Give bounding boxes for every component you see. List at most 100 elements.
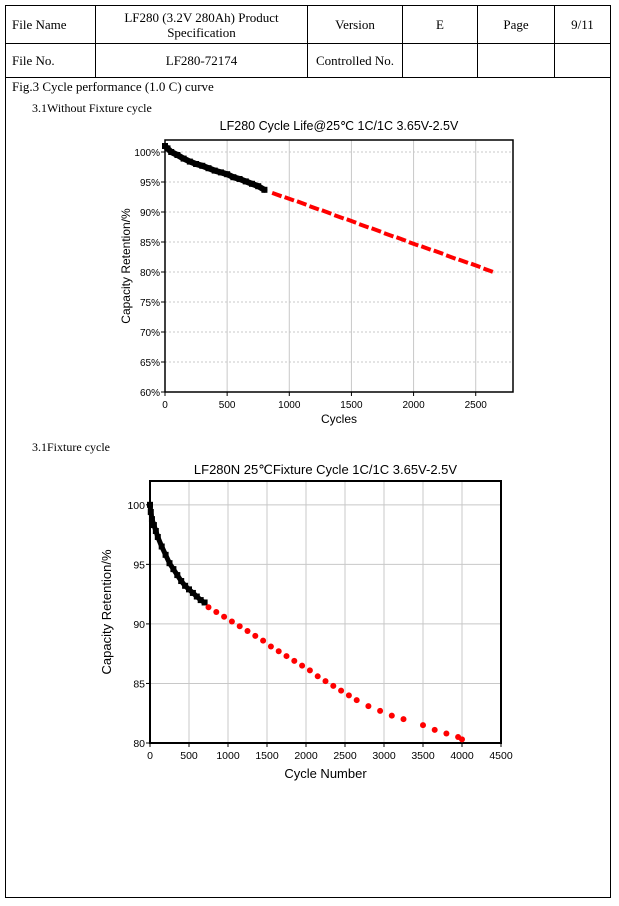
projected-data-point — [338, 687, 345, 694]
measured-data-point — [236, 176, 243, 182]
x-tick-label: 3500 — [411, 750, 435, 762]
x-tick-label: 1500 — [255, 750, 279, 762]
projected-data-point — [346, 217, 357, 225]
y-axis-label: Capacity Retention/% — [119, 208, 133, 324]
projected-data-point — [244, 628, 251, 635]
projected-data-point — [330, 682, 337, 689]
measured-data-point — [147, 501, 153, 508]
measured-data-point — [148, 516, 155, 523]
projected-data-point — [358, 222, 370, 230]
y-tick-label: 65% — [140, 358, 160, 369]
projected-data-point — [228, 618, 235, 625]
projected-data-point — [322, 678, 329, 685]
projected-data-point — [321, 208, 332, 216]
chart-title: LF280 Cycle Life@25℃ 1C/1C 3.65V-2.5V — [220, 119, 459, 133]
x-axis-label: Cycle Number — [284, 766, 367, 781]
y-tick-label: 90 — [133, 619, 145, 631]
measured-data-point — [150, 522, 157, 529]
x-tick-label: 1000 — [278, 400, 301, 411]
x-tick-label: 0 — [162, 400, 168, 411]
x-tick-label: 1500 — [340, 400, 363, 411]
measured-data-point — [205, 165, 212, 172]
file-no-value: LF280-72174 — [95, 43, 308, 78]
measured-data-point — [255, 183, 262, 190]
measured-data-point — [230, 174, 237, 181]
projected-data-point — [283, 195, 295, 203]
projected-data-point — [470, 261, 482, 269]
measured-data-point — [193, 593, 200, 600]
y-tick-label: 60% — [140, 388, 160, 399]
projected-data-point — [400, 716, 407, 723]
measured-data-point — [217, 169, 224, 176]
projected-data-point — [260, 637, 267, 644]
measured-data-point — [242, 178, 249, 185]
empty-cell — [554, 43, 611, 78]
page-label: Page — [477, 5, 555, 44]
section-label-without-fixture: 3.1Without Fixture cycle — [32, 101, 152, 115]
projected-data-point — [213, 609, 220, 615]
projected-data-point — [252, 632, 259, 639]
projected-data-point — [431, 726, 438, 733]
measured-data-point — [158, 543, 165, 550]
y-tick-label: 95% — [140, 178, 160, 189]
controlled-no-label: Controlled No. — [307, 43, 403, 78]
y-tick-label: 95 — [133, 559, 145, 571]
measured-data-point — [211, 167, 218, 174]
projected-data-point — [345, 692, 352, 699]
x-tick-label: 0 — [147, 750, 153, 762]
file-no-label: File No. — [5, 43, 96, 78]
page-value: 9/11 — [554, 5, 611, 44]
measured-data-point — [170, 566, 177, 573]
x-tick-label: 2500 — [333, 750, 357, 762]
projected-data-point — [383, 231, 395, 239]
y-tick-label: 90% — [140, 208, 160, 219]
measured-data-point — [166, 560, 173, 567]
projected-data-point — [291, 657, 298, 664]
measured-data-point — [189, 589, 196, 596]
x-tick-label: 2000 — [294, 750, 318, 762]
y-axis-label: Capacity Retention/% — [99, 549, 114, 674]
measured-data-point — [249, 180, 255, 187]
measured-data-point — [154, 533, 161, 540]
projected-series — [271, 191, 494, 274]
measured-data-point — [186, 158, 193, 165]
projected-data-point — [420, 244, 432, 252]
projected-data-point — [377, 707, 384, 714]
measured-data-point — [180, 155, 187, 162]
measured-data-point — [164, 145, 171, 152]
y-tick-label: 75% — [140, 298, 160, 309]
measured-trend-line — [147, 502, 208, 605]
x-tick-label: 1000 — [216, 750, 240, 762]
x-tick-label: 4500 — [489, 750, 513, 762]
version-value: E — [402, 5, 478, 44]
projected-data-point — [296, 199, 308, 207]
measured-data-point — [147, 508, 154, 515]
projected-data-point — [308, 204, 320, 212]
measured-data-point — [224, 171, 231, 178]
projected-data-point — [275, 648, 282, 655]
projected-data-point — [236, 623, 243, 630]
measured-data-point — [168, 149, 175, 155]
projected-series — [205, 604, 465, 743]
figure-caption: Fig.3 Cycle performance (1.0 C) curve — [12, 79, 214, 94]
measured-series — [147, 501, 208, 606]
measured-data-point — [201, 599, 208, 606]
y-tick-label: 85 — [133, 678, 145, 690]
file-name-value: LF280 (3.2V 280Ah) Product Specification — [95, 5, 308, 44]
projected-data-point — [443, 730, 450, 737]
spec-header-table: File Name LF280 (3.2V 280Ah) Product Spe… — [5, 5, 611, 78]
projected-data-point — [482, 266, 494, 274]
projected-data-point — [314, 673, 321, 680]
measured-data-point — [261, 186, 268, 193]
projected-data-point — [457, 257, 469, 265]
projected-data-point — [221, 613, 228, 620]
projected-data-point — [353, 697, 360, 704]
projected-data-point — [333, 213, 345, 221]
measured-data-point — [193, 161, 200, 167]
x-tick-label: 500 — [180, 750, 198, 762]
projected-data-point — [388, 712, 395, 719]
projected-data-point — [445, 253, 457, 261]
plot-frame — [149, 480, 502, 744]
y-tick-label: 100 — [127, 500, 145, 512]
projected-data-point — [365, 703, 372, 710]
